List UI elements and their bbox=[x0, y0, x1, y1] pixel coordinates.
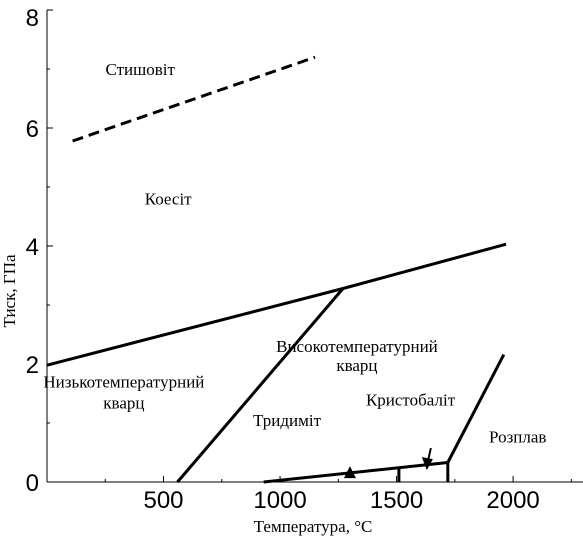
region-label: Тридиміт bbox=[253, 411, 322, 430]
region-labels: СтишовітКоесітВисокотемпературнийкварцНи… bbox=[43, 60, 546, 447]
markers bbox=[343, 447, 433, 479]
region-label: Розплав bbox=[489, 427, 546, 446]
phase-boundary-line-7 bbox=[446, 353, 506, 464]
x-tick-label: 500 bbox=[143, 487, 183, 514]
axes: 0 2 4 6 8 500 1000 1500 2000 bbox=[26, 5, 583, 514]
x-tick-label: 1500 bbox=[370, 487, 423, 514]
x-axis-title: Температура, °С bbox=[254, 517, 373, 536]
x-tick-label: 2000 bbox=[486, 487, 539, 514]
region-label: кварц bbox=[336, 356, 377, 375]
phase-boundaries bbox=[46, 55, 507, 484]
y-axis-title: Тиск, ГПа bbox=[0, 254, 19, 327]
region-label: Стишовіт bbox=[106, 60, 176, 79]
region-label: Кристобаліт bbox=[366, 390, 456, 409]
y-tick-label: 8 bbox=[26, 5, 39, 32]
phase-boundary-line-1 bbox=[72, 55, 316, 143]
y-tick-label: 4 bbox=[26, 234, 39, 261]
phase-boundary-line-4 bbox=[263, 461, 448, 484]
region-label: Високотемпературний bbox=[276, 337, 438, 356]
triangle-marker bbox=[343, 466, 356, 479]
phase-boundary-line-3 bbox=[176, 287, 345, 483]
arrow-head-marker bbox=[421, 457, 433, 471]
x-tick-label: 1000 bbox=[253, 487, 306, 514]
region-label: кварц bbox=[103, 393, 144, 412]
y-tick-label: 6 bbox=[26, 116, 39, 143]
y-tick-label: 0 bbox=[26, 470, 39, 497]
region-label: Коесіт bbox=[145, 190, 192, 209]
region-label: Низькотемпературний bbox=[43, 373, 204, 392]
y-tick-label: 2 bbox=[26, 352, 39, 379]
